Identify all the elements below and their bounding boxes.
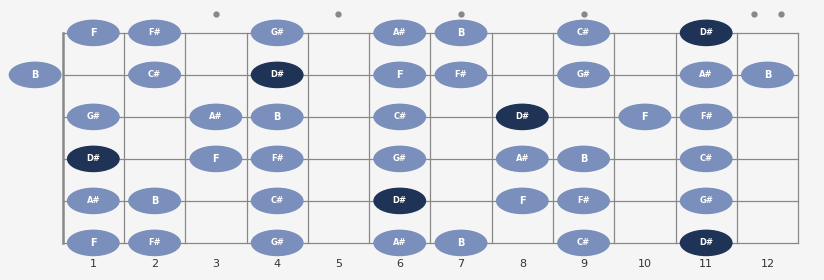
Ellipse shape <box>435 62 487 87</box>
Ellipse shape <box>251 188 303 214</box>
Ellipse shape <box>619 104 671 129</box>
Ellipse shape <box>681 188 732 214</box>
Text: F: F <box>213 154 219 164</box>
Text: 9: 9 <box>580 259 588 269</box>
Text: F: F <box>642 112 648 122</box>
Text: F#: F# <box>271 154 283 164</box>
Ellipse shape <box>190 146 241 172</box>
Text: 8: 8 <box>519 259 526 269</box>
Text: 2: 2 <box>151 259 158 269</box>
Text: B: B <box>274 112 281 122</box>
Text: 10: 10 <box>638 259 652 269</box>
Text: D#: D# <box>515 112 529 122</box>
Text: G#: G# <box>270 238 284 248</box>
Text: F#: F# <box>700 112 713 122</box>
Text: C#: C# <box>577 238 590 248</box>
Ellipse shape <box>742 62 794 87</box>
Ellipse shape <box>558 20 609 45</box>
Text: D#: D# <box>270 70 284 80</box>
Text: C#: C# <box>577 28 590 38</box>
Text: A#: A# <box>700 70 713 80</box>
Ellipse shape <box>129 62 180 87</box>
Ellipse shape <box>68 188 119 214</box>
Text: F#: F# <box>455 70 467 80</box>
Text: 6: 6 <box>396 259 403 269</box>
Text: G#: G# <box>270 28 284 38</box>
Text: C#: C# <box>393 112 406 122</box>
Text: A#: A# <box>209 112 222 122</box>
Ellipse shape <box>374 188 425 214</box>
Text: 3: 3 <box>213 259 219 269</box>
Ellipse shape <box>497 188 548 214</box>
Ellipse shape <box>68 230 119 256</box>
Ellipse shape <box>374 104 425 129</box>
Text: D#: D# <box>393 196 407 206</box>
Ellipse shape <box>251 146 303 172</box>
Text: A#: A# <box>516 154 529 164</box>
Text: F#: F# <box>148 238 161 248</box>
Text: G#: G# <box>577 70 591 80</box>
Text: 5: 5 <box>335 259 342 269</box>
Ellipse shape <box>435 230 487 256</box>
Ellipse shape <box>68 104 119 129</box>
Ellipse shape <box>374 230 425 256</box>
Text: F: F <box>519 196 526 206</box>
Text: F#: F# <box>148 28 161 38</box>
Text: B: B <box>457 28 465 38</box>
Text: B: B <box>151 196 158 206</box>
Text: 11: 11 <box>700 259 713 269</box>
Ellipse shape <box>9 62 61 87</box>
Text: B: B <box>31 70 39 80</box>
Ellipse shape <box>497 104 548 129</box>
Ellipse shape <box>681 146 732 172</box>
Text: 12: 12 <box>761 259 775 269</box>
Ellipse shape <box>68 20 119 45</box>
Ellipse shape <box>558 230 609 256</box>
Ellipse shape <box>129 230 180 256</box>
Text: 4: 4 <box>274 259 281 269</box>
Text: D#: D# <box>700 238 713 248</box>
Text: F: F <box>90 28 96 38</box>
Ellipse shape <box>435 20 487 45</box>
Ellipse shape <box>558 188 609 214</box>
Text: G#: G# <box>87 112 101 122</box>
Ellipse shape <box>68 146 119 172</box>
Ellipse shape <box>681 104 732 129</box>
Ellipse shape <box>497 146 548 172</box>
Text: 1: 1 <box>90 259 96 269</box>
Text: C#: C# <box>148 70 162 80</box>
Ellipse shape <box>251 62 303 87</box>
Text: B: B <box>764 70 771 80</box>
Ellipse shape <box>374 146 425 172</box>
Ellipse shape <box>374 20 425 45</box>
Ellipse shape <box>190 104 241 129</box>
Text: G#: G# <box>393 154 407 164</box>
Text: F: F <box>396 70 403 80</box>
Ellipse shape <box>681 62 732 87</box>
Ellipse shape <box>558 146 609 172</box>
Ellipse shape <box>129 20 180 45</box>
Ellipse shape <box>558 62 609 87</box>
Text: G#: G# <box>700 196 713 206</box>
Ellipse shape <box>374 62 425 87</box>
Ellipse shape <box>681 20 732 45</box>
Text: C#: C# <box>270 196 283 206</box>
Text: F#: F# <box>578 196 590 206</box>
Ellipse shape <box>681 230 732 256</box>
Text: A#: A# <box>393 28 406 38</box>
Text: 7: 7 <box>457 259 465 269</box>
Ellipse shape <box>129 188 180 214</box>
Text: F: F <box>90 238 96 248</box>
Text: D#: D# <box>87 154 101 164</box>
Text: C#: C# <box>700 154 713 164</box>
Ellipse shape <box>251 104 303 129</box>
Text: B: B <box>580 154 588 164</box>
Text: B: B <box>457 238 465 248</box>
Ellipse shape <box>251 230 303 256</box>
Text: A#: A# <box>87 196 100 206</box>
Text: A#: A# <box>393 238 406 248</box>
Text: D#: D# <box>700 28 713 38</box>
Ellipse shape <box>251 20 303 45</box>
